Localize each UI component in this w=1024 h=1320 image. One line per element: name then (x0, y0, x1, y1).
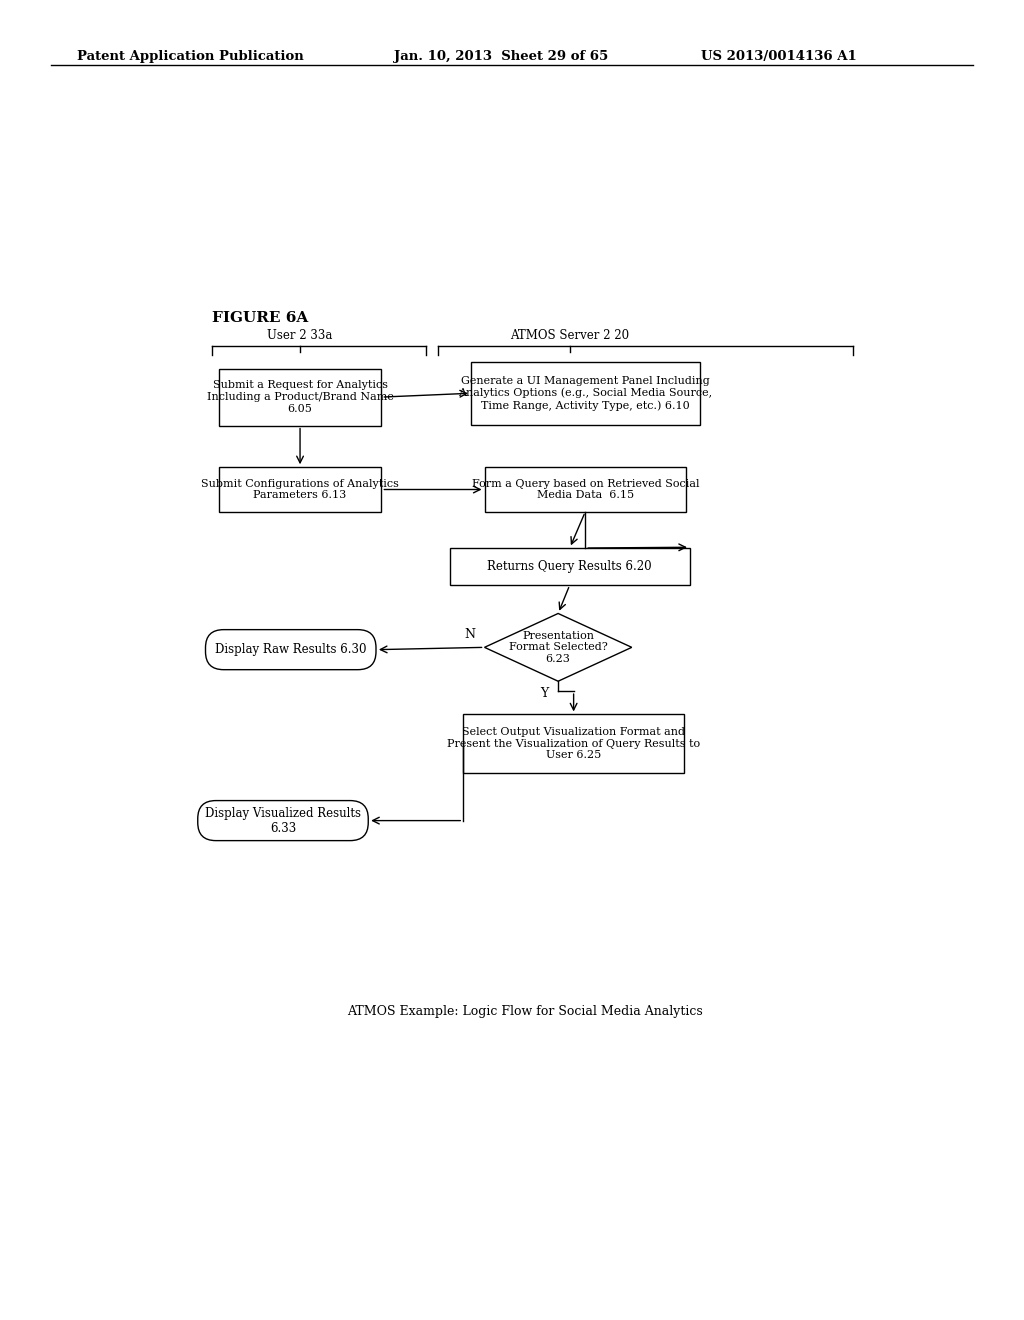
Text: FIGURE 6A: FIGURE 6A (212, 312, 308, 325)
Text: Generate a UI Management Panel Including
Analytics Options (e.g., Social Media S: Generate a UI Management Panel Including… (458, 376, 713, 411)
FancyBboxPatch shape (471, 362, 699, 425)
Text: Returns Query Results 6.20: Returns Query Results 6.20 (487, 560, 652, 573)
Text: Display Visualized Results
6.33: Display Visualized Results 6.33 (205, 807, 361, 834)
FancyBboxPatch shape (463, 714, 684, 774)
Text: Submit a Request for Analytics
Including a Product/Brand Name
6.05: Submit a Request for Analytics Including… (207, 380, 393, 413)
Text: N: N (464, 628, 475, 642)
Text: Jan. 10, 2013  Sheet 29 of 65: Jan. 10, 2013 Sheet 29 of 65 (394, 50, 608, 63)
Text: Patent Application Publication: Patent Application Publication (77, 50, 303, 63)
FancyBboxPatch shape (206, 630, 376, 669)
FancyBboxPatch shape (484, 467, 686, 512)
Polygon shape (484, 614, 632, 681)
Text: Presentation
Format Selected?
6.23: Presentation Format Selected? 6.23 (509, 631, 607, 664)
FancyBboxPatch shape (219, 467, 381, 512)
Text: Select Output Visualization Format and
Present the Visualization of Query Result: Select Output Visualization Format and P… (447, 727, 700, 760)
Text: Form a Query based on Retrieved Social
Media Data  6.15: Form a Query based on Retrieved Social M… (471, 479, 699, 500)
Text: Y: Y (541, 688, 549, 701)
FancyBboxPatch shape (198, 800, 369, 841)
Text: Display Raw Results 6.30: Display Raw Results 6.30 (215, 643, 367, 656)
Text: ATMOS Example: Logic Flow for Social Media Analytics: ATMOS Example: Logic Flow for Social Med… (347, 1006, 702, 1019)
FancyBboxPatch shape (219, 368, 381, 425)
Text: Submit Configurations of Analytics
Parameters 6.13: Submit Configurations of Analytics Param… (201, 479, 399, 500)
FancyBboxPatch shape (450, 548, 690, 585)
Text: US 2013/0014136 A1: US 2013/0014136 A1 (701, 50, 857, 63)
Text: User 2 33a: User 2 33a (267, 330, 333, 342)
Text: ATMOS Server 2 20: ATMOS Server 2 20 (510, 330, 630, 342)
